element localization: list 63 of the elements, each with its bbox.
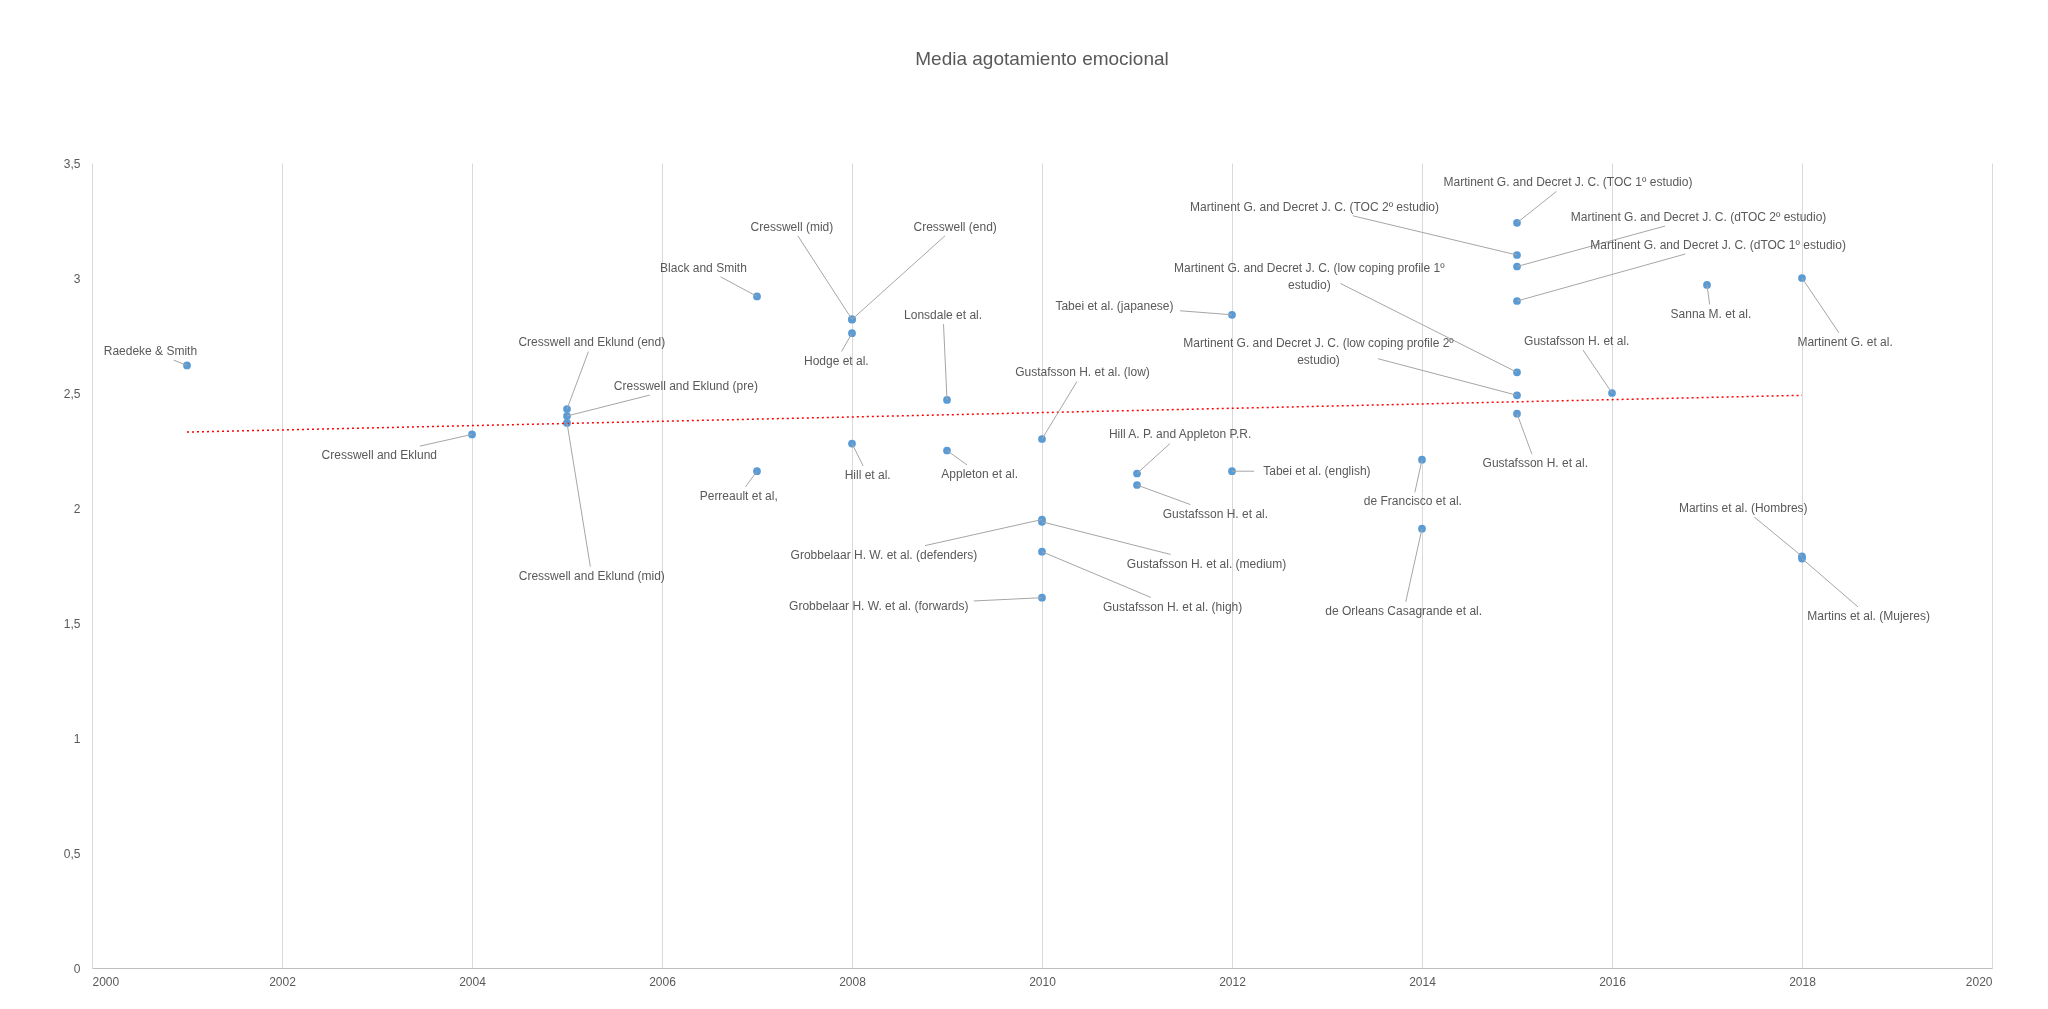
annotation: Appleton et al. (941, 467, 1019, 482)
annotation: Martins et al. (Hombres) (1678, 500, 1808, 515)
annotation: Gustafsson H. et al. (1524, 333, 1630, 348)
annotation: Hill et al. (844, 467, 891, 482)
annotation: Cresswell and Eklund (321, 448, 437, 463)
annotation: Raedeke & Smith (103, 344, 198, 359)
annotation: Cresswell (end) (913, 219, 997, 234)
annotation: Perreault et al, (699, 489, 778, 504)
annotation: Black and Smith (660, 260, 747, 275)
x-tick-label: 2016 (1599, 974, 1627, 989)
x-tick-label: 2010 (1029, 974, 1057, 989)
point (1228, 310, 1236, 319)
annotation: Gustafsson H. et al. (medium) (1126, 556, 1287, 571)
annotation: Martinent G. et al. (1797, 334, 1893, 349)
annotation: Grobbelaar H. W. et al. (forwards) (789, 598, 969, 613)
annotation: Cresswell and Eklund (mid) (518, 568, 665, 583)
point (1038, 435, 1046, 443)
y-tick-label: 1 (73, 731, 81, 746)
x-tick-label: 2014 (1409, 974, 1437, 989)
x-tick-label: 2012 (1219, 974, 1247, 989)
annotation: Hodge et al. (803, 353, 869, 368)
y-tick-label: 2,5 (63, 386, 81, 401)
annotation: Tabei et al. (english) (1263, 464, 1371, 479)
annotation: Martins et al. (Mujeres) (1807, 609, 1930, 624)
annotation: de Orleans Casagrande et al. (1325, 603, 1483, 618)
point (1798, 274, 1806, 282)
y-tick-label: 0 (73, 961, 81, 976)
x-tick-label: 2018 (1789, 974, 1817, 989)
x-tick-label: 2020 (1965, 974, 1993, 989)
y-tick-label: 3 (73, 271, 81, 286)
annotation: Martinent G. and Decret J. C. (low coping profile 2º estudio) (1183, 336, 1455, 368)
annotation: Hill A. P. and Appleton P.R. (1108, 427, 1252, 442)
x-tick-label: 2006 (649, 974, 677, 989)
y-tick-label: 2 (73, 501, 81, 516)
y-tick-label: 1,5 (63, 616, 81, 631)
annotation: Martinent G. and Decret J. C. (TOC 1º estudio) (1443, 175, 1693, 190)
annotation: Lonsdale et al. (904, 308, 983, 323)
annotation: Cresswell and Eklund (pre) (613, 378, 758, 393)
point (1513, 218, 1521, 227)
annotation: Martinent G. and Decret J. C. (TOC 2º estudio) (1190, 199, 1440, 214)
y-tick-label: 3,5 (63, 156, 81, 171)
annotation: Gustafsson H. et al. (high) (1102, 599, 1243, 614)
x-tick-label: 2000 (92, 974, 120, 989)
annotation: Gustafsson H. et al. (1162, 506, 1269, 521)
annotation: Martinent G. and Decret J. C. (dTOC 2º estudio) (1570, 209, 1827, 224)
annotation: Martinent G. and Decret J. C. (low coping profile 1º estudio) (1174, 260, 1446, 292)
annotation: Sanna M. et al. (1670, 306, 1752, 321)
annotation: Gustafsson H. et al. (1482, 456, 1588, 471)
annotation: Gustafsson H. et al. (low) (1015, 365, 1150, 380)
annotation: Cresswell and Eklund (end) (518, 335, 666, 350)
point (1228, 467, 1236, 476)
point (1608, 389, 1616, 397)
annotation: Tabei et al. (japanese) (1055, 298, 1174, 313)
annotation: de Francisco et al. (1363, 494, 1462, 509)
chart-title: Media agotamiento emocional (915, 48, 1169, 69)
annotation: Cresswell (mid) (750, 219, 834, 234)
x-tick-label: 2002 (269, 974, 297, 989)
y-tick-label: 0,5 (63, 846, 81, 861)
annotation: Martinent G. and Decret J. C. (dTOC 1º estudio) (1590, 237, 1846, 252)
x-tick-label: 2004 (459, 974, 487, 989)
point (1513, 409, 1521, 418)
annotation: Grobbelaar H. W. et al. (defenders) (790, 547, 978, 562)
x-tick-label: 2008 (839, 974, 867, 989)
